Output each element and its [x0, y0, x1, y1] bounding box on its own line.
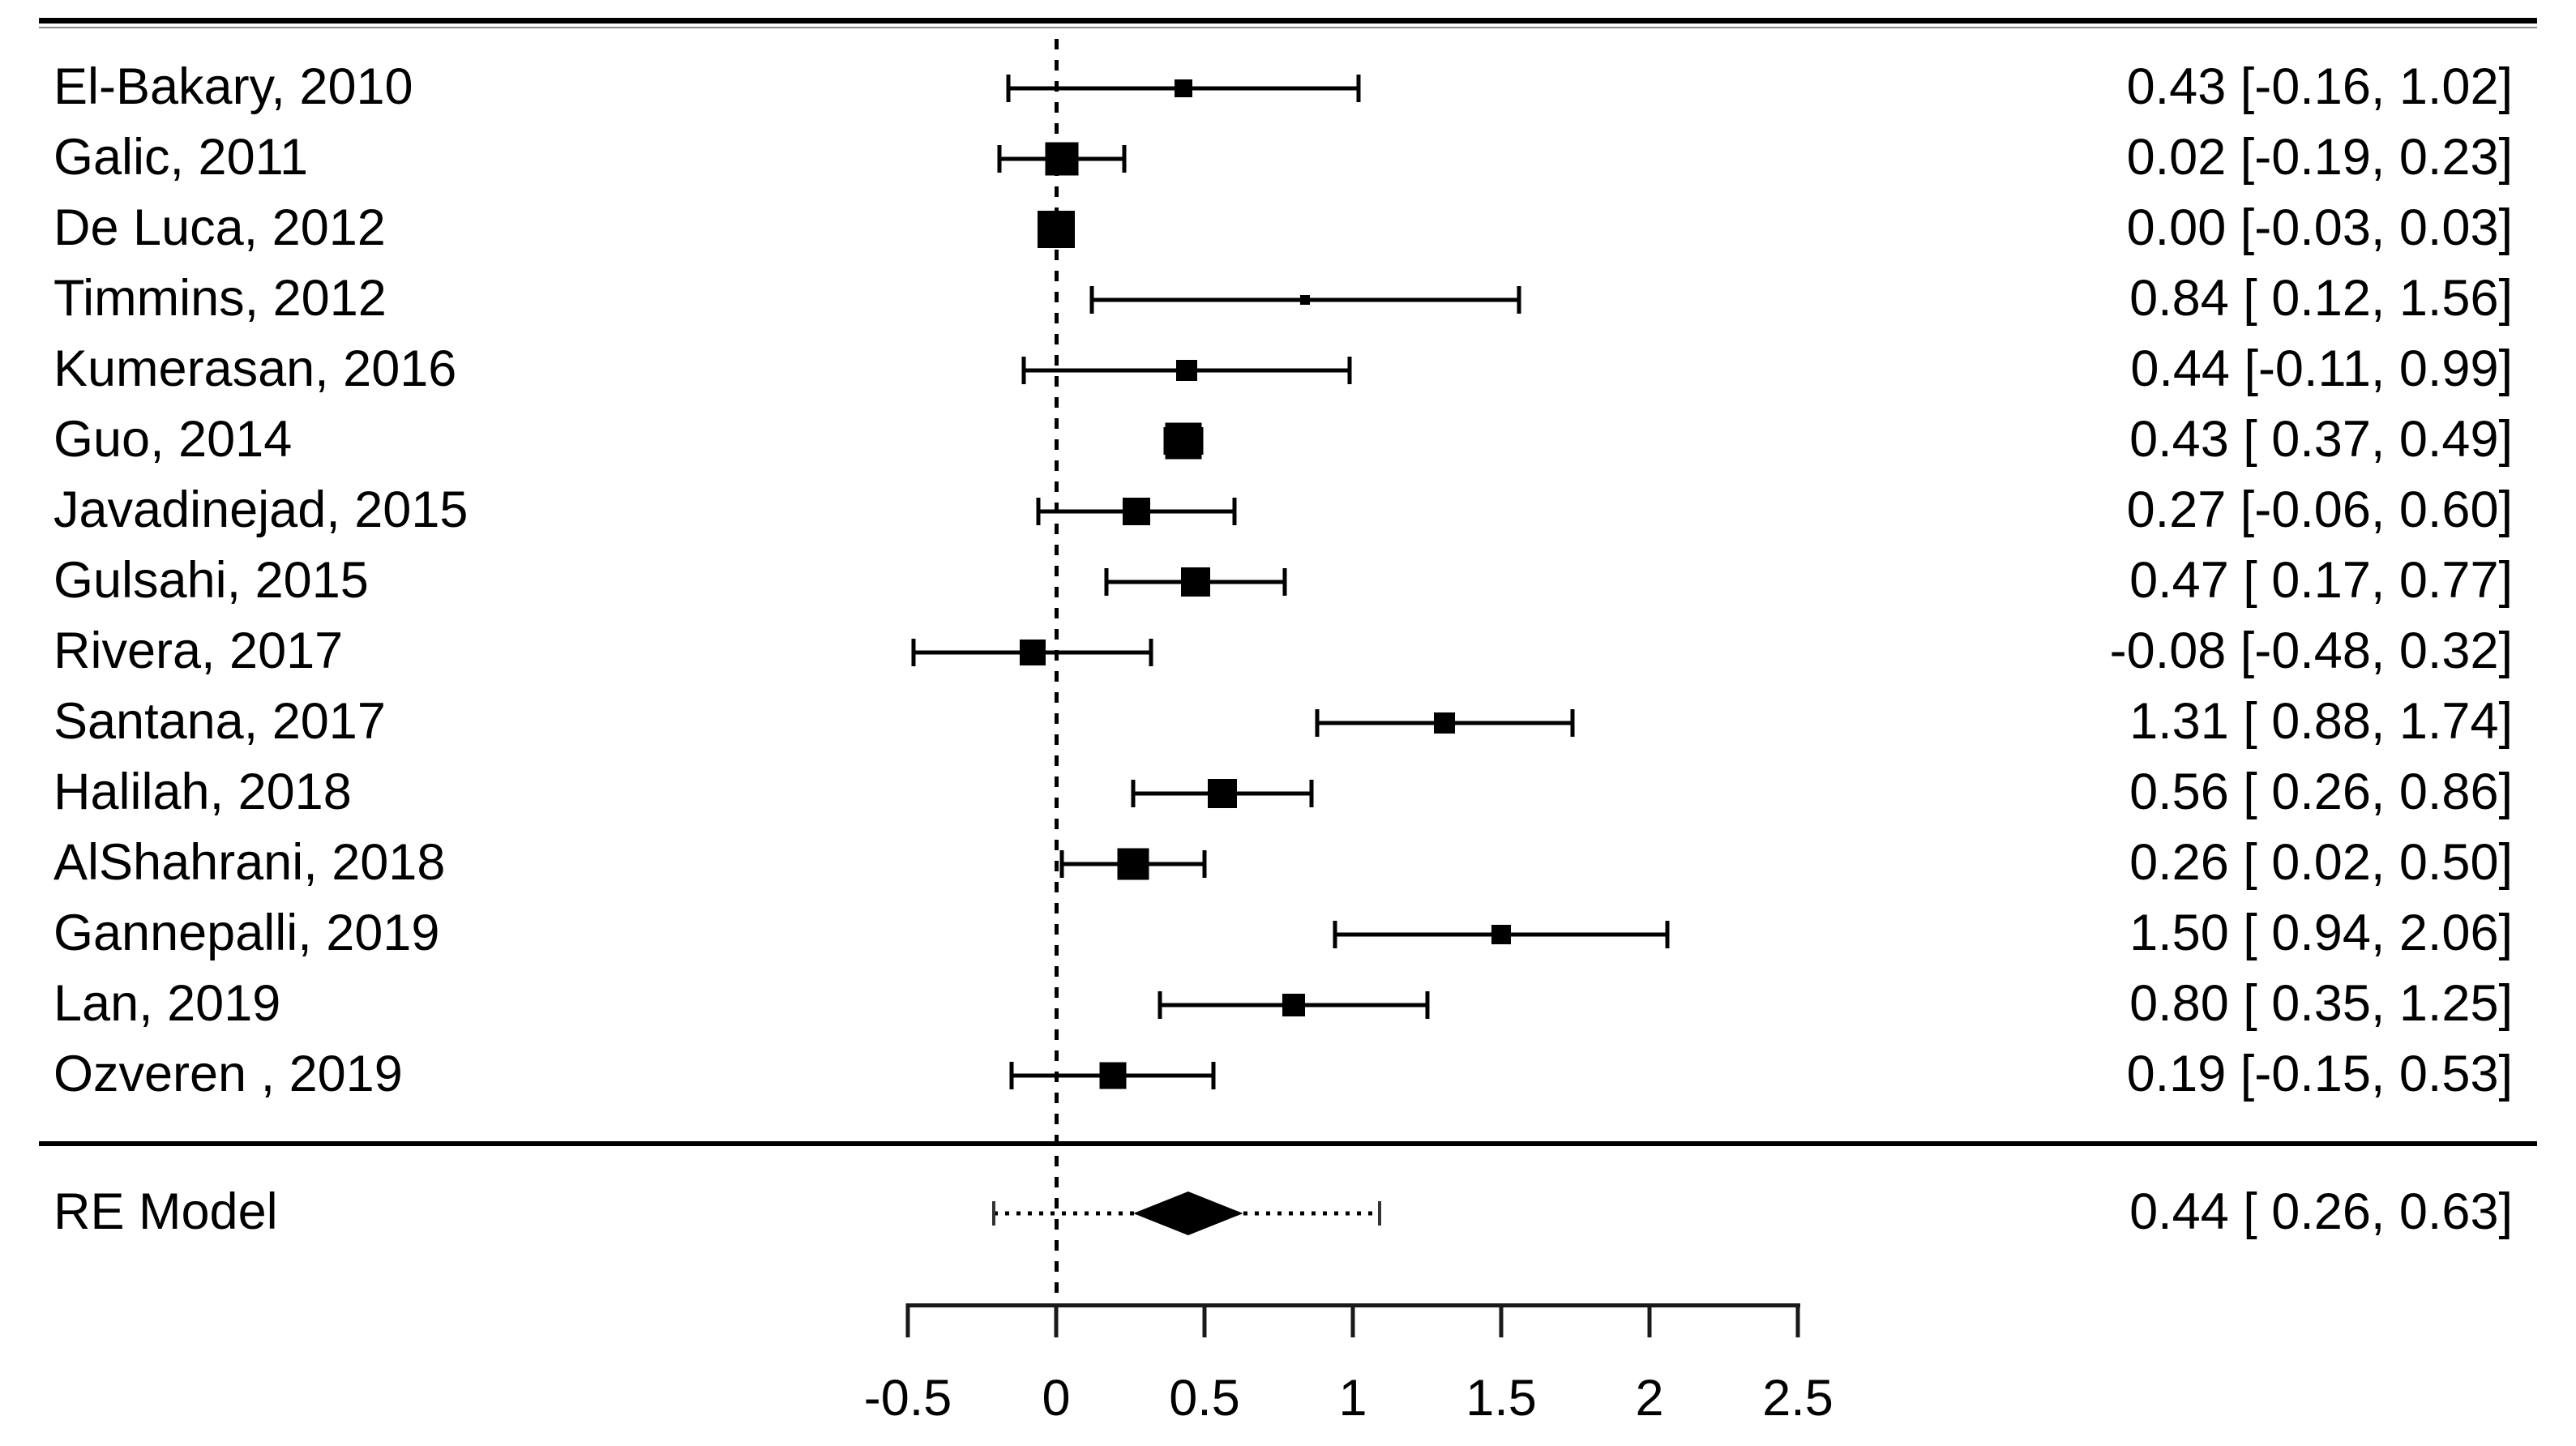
- estimate-text: 0.80 [ 0.35, 1.25]: [2129, 975, 2513, 1033]
- ci-cap-right: [1202, 850, 1207, 878]
- ci-cap-left: [1036, 498, 1041, 525]
- ci-cap-right: [1570, 709, 1575, 737]
- ci-cap-right: [1309, 780, 1314, 807]
- estimate-text: 0.19 [-0.15, 0.53]: [2126, 1046, 2513, 1103]
- x-axis-tick: [1647, 1303, 1652, 1337]
- ci-cap-left: [1131, 780, 1136, 807]
- study-label: Gulsahi, 2015: [53, 552, 369, 610]
- x-axis-tick-label: 0.5: [1169, 1370, 1240, 1427]
- top-rule: [39, 18, 2537, 24]
- effect-square: [1434, 712, 1456, 734]
- x-axis-tick-label: 1.5: [1466, 1370, 1537, 1427]
- estimate-text: 1.31 [ 0.88, 1.74]: [2129, 693, 2513, 751]
- ci-cap-right: [1232, 498, 1237, 525]
- estimate-text: 0.26 [ 0.02, 0.50]: [2129, 834, 2513, 892]
- ci-cap-left: [1009, 1062, 1014, 1089]
- x-axis-tick-label: 2: [1635, 1370, 1664, 1427]
- effect-square: [1491, 925, 1511, 944]
- study-label: El-Bakary, 2010: [53, 58, 413, 116]
- study-label: Rivera, 2017: [53, 622, 344, 680]
- estimate-text: 0.47 [ 0.17, 0.77]: [2129, 552, 2513, 610]
- ci-cap-left: [1006, 75, 1011, 102]
- zero-reference-line: [1054, 39, 1059, 1294]
- summary-label: RE Model: [53, 1183, 278, 1241]
- x-axis-tick: [1350, 1303, 1355, 1337]
- ci-cap-right: [1347, 357, 1352, 384]
- effect-square: [1300, 295, 1311, 305]
- estimate-text: 1.50 [ 0.94, 2.06]: [2129, 905, 2513, 962]
- ci-cap-left: [1021, 357, 1026, 384]
- ci-cap-right: [1356, 75, 1361, 102]
- effect-square: [1038, 211, 1075, 248]
- ci-cap-right: [1149, 639, 1153, 666]
- study-label: AlShahrani, 2018: [53, 834, 446, 892]
- x-axis-tick-label: 2.5: [1762, 1370, 1834, 1427]
- x-axis-tick-label: -0.5: [863, 1370, 952, 1427]
- study-label: Timmins, 2012: [53, 270, 387, 327]
- study-label: Halilah, 2018: [53, 764, 352, 821]
- ci-cap-left: [1059, 850, 1064, 878]
- ci-cap-left: [1157, 991, 1162, 1019]
- x-axis-tick: [905, 1303, 910, 1337]
- effect-square: [1122, 498, 1150, 525]
- estimate-text: 0.56 [ 0.26, 0.86]: [2129, 764, 2513, 821]
- study-label: Galic, 2011: [53, 129, 309, 186]
- study-label: Kumerasan, 2016: [53, 340, 457, 398]
- estimate-text: 0.27 [-0.06, 0.60]: [2126, 481, 2513, 539]
- x-axis-tick: [1499, 1303, 1504, 1337]
- x-axis-tick-label: 0: [1042, 1370, 1071, 1427]
- study-label: Javadinejad, 2015: [53, 481, 469, 539]
- x-axis-tick-label: 1: [1338, 1370, 1367, 1427]
- effect-square: [1099, 1062, 1127, 1089]
- ci-cap-left: [1089, 286, 1094, 314]
- summary-estimate-text: 0.44 [ 0.26, 0.63]: [2129, 1183, 2513, 1241]
- study-label: Gannepalli, 2019: [53, 905, 440, 962]
- estimate-text: -0.08 [-0.48, 0.32]: [2109, 622, 2513, 680]
- ci-cap-right: [1122, 145, 1127, 173]
- estimate-text: 0.00 [-0.03, 0.03]: [2126, 199, 2513, 257]
- ci-cap-right: [1517, 286, 1521, 314]
- ci-cap-left: [911, 639, 916, 666]
- top-rule-echo: [39, 27, 2537, 28]
- prediction-interval-cap-right: [1377, 1201, 1381, 1226]
- study-label: Guo, 2014: [53, 411, 293, 468]
- effect-square: [1175, 79, 1193, 97]
- ci-cap-right: [1282, 568, 1287, 596]
- x-axis-tick: [1202, 1303, 1207, 1337]
- effect-square: [1165, 422, 1202, 460]
- ci-cap-right: [1665, 921, 1670, 948]
- study-label: Lan, 2019: [53, 975, 281, 1033]
- effect-square: [1117, 848, 1149, 880]
- study-label: De Luca, 2012: [53, 199, 386, 257]
- effect-square: [1282, 994, 1305, 1016]
- estimate-text: 0.43 [-0.16, 1.02]: [2126, 58, 2513, 116]
- study-label: Ozveren , 2019: [53, 1046, 403, 1103]
- estimate-text: 0.43 [ 0.37, 0.49]: [2129, 411, 2513, 468]
- ci-cap-left: [1315, 709, 1320, 737]
- estimate-text: 0.84 [ 0.12, 1.56]: [2129, 270, 2513, 327]
- effect-square: [1019, 640, 1046, 665]
- estimate-text: 0.44 [-0.11, 0.99]: [2130, 340, 2513, 398]
- ci-cap-right: [1425, 991, 1429, 1019]
- summary-diamond: [1133, 1191, 1243, 1235]
- x-axis-tick: [1795, 1303, 1800, 1337]
- ci-cap-left: [997, 145, 1002, 173]
- effect-square: [1181, 567, 1211, 597]
- effect-square: [1176, 360, 1198, 381]
- summary-separator-rule: [39, 1141, 2537, 1146]
- x-axis-tick: [1054, 1303, 1059, 1337]
- estimate-text: 0.02 [-0.19, 0.23]: [2126, 129, 2513, 186]
- ci-cap-right: [1211, 1062, 1216, 1089]
- ci-cap-left: [1104, 568, 1109, 596]
- effect-square: [1045, 142, 1079, 176]
- prediction-interval-cap-left: [992, 1201, 996, 1226]
- ci-cap-left: [1333, 921, 1337, 948]
- study-label: Santana, 2017: [53, 693, 386, 751]
- effect-square: [1207, 779, 1237, 808]
